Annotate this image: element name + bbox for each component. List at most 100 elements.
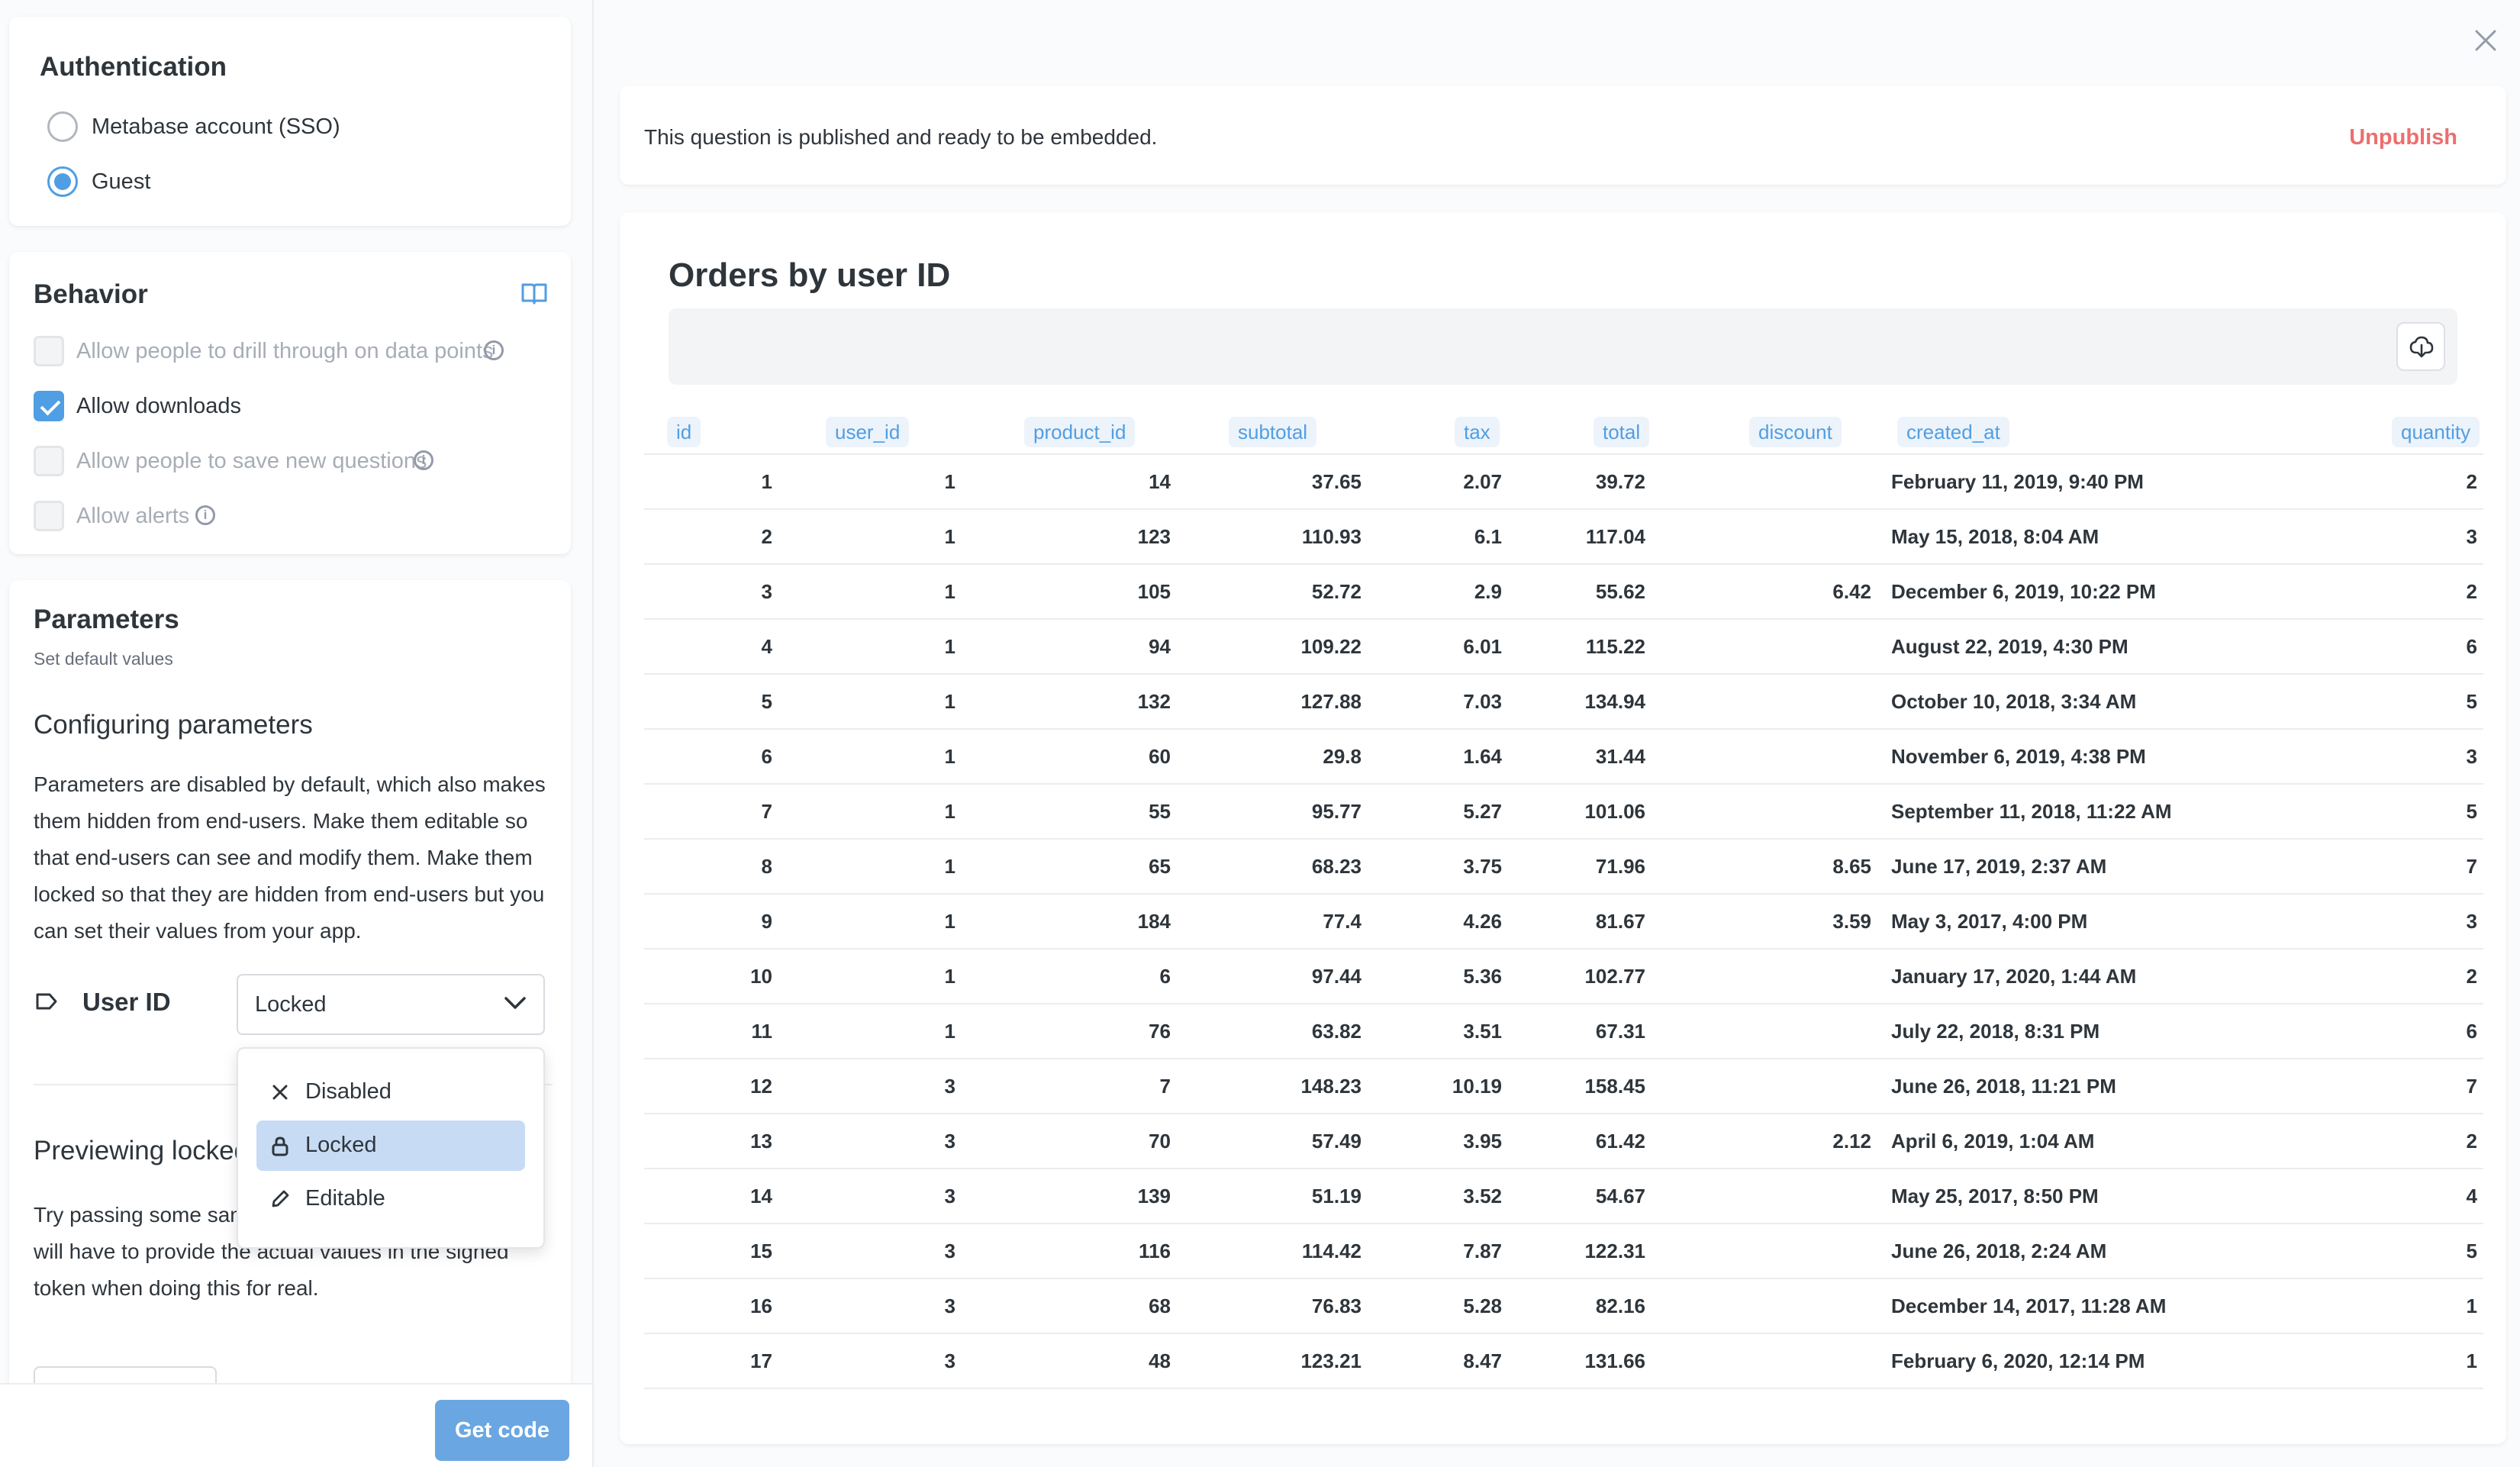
cell-tax[interactable]: 3.95 — [1463, 1130, 1502, 1153]
info-icon[interactable]: i — [484, 340, 504, 360]
cell-product-id[interactable]: 132 — [1137, 690, 1171, 713]
cell-id[interactable]: 3 — [761, 580, 772, 603]
cell-quantity[interactable]: 5 — [2466, 800, 2477, 823]
cell-subtotal[interactable]: 77.4 — [1323, 910, 1362, 933]
cell-quantity[interactable]: 5 — [2466, 690, 2477, 713]
cell-user-id[interactable]: 1 — [944, 635, 955, 658]
cell-created-at[interactable]: July 22, 2018, 8:31 PM — [1891, 1020, 2100, 1043]
cell-product-id[interactable]: 116 — [1139, 1240, 1171, 1262]
cell-user-id[interactable]: 3 — [944, 1185, 955, 1207]
cell-total[interactable]: 131.66 — [1584, 1349, 1645, 1372]
cell-total[interactable]: 134.94 — [1584, 690, 1645, 713]
cell-tax[interactable]: 3.52 — [1463, 1185, 1502, 1207]
cell-total[interactable]: 117.04 — [1585, 525, 1645, 548]
cell-subtotal[interactable]: 123.21 — [1300, 1349, 1362, 1372]
cell-id[interactable]: 9 — [761, 910, 772, 933]
info-icon[interactable]: i — [195, 505, 215, 525]
cell-tax[interactable]: 7.87 — [1463, 1240, 1502, 1262]
cell-created-at[interactable]: May 15, 2018, 8:04 AM — [1891, 525, 2099, 548]
cell-quantity[interactable]: 6 — [2466, 1020, 2477, 1043]
cell-subtotal[interactable]: 114.42 — [1301, 1240, 1362, 1262]
cell-tax[interactable]: 10.19 — [1452, 1075, 1502, 1098]
column-header-tax[interactable]: tax — [1455, 417, 1500, 447]
cell-quantity[interactable]: 5 — [2466, 1240, 2477, 1262]
cell-product-id[interactable]: 60 — [1149, 745, 1171, 768]
cell-total[interactable]: 158.45 — [1584, 1075, 1645, 1098]
column-header-product-id[interactable]: product_id — [1024, 417, 1136, 447]
alerts-checkbox[interactable] — [34, 501, 64, 531]
cell-product-id[interactable]: 70 — [1149, 1130, 1171, 1153]
cell-user-id[interactable]: 3 — [944, 1130, 955, 1153]
cell-total[interactable]: 31.44 — [1595, 745, 1645, 768]
cell-user-id[interactable]: 3 — [944, 1349, 955, 1372]
cell-tax[interactable]: 6.1 — [1474, 525, 1502, 548]
dropdown-option-locked[interactable]: Locked — [256, 1120, 525, 1171]
cell-tax[interactable]: 2.07 — [1463, 470, 1502, 493]
cell-created-at[interactable]: September 11, 2018, 11:22 AM — [1891, 800, 2172, 823]
cell-created-at[interactable]: December 14, 2017, 11:28 AM — [1891, 1295, 2167, 1317]
cell-user-id[interactable]: 1 — [944, 580, 955, 603]
downloads-checkbox[interactable] — [34, 391, 64, 421]
cell-subtotal[interactable]: 68.23 — [1311, 855, 1362, 878]
guest-label[interactable]: Guest — [92, 169, 151, 194]
cell-subtotal[interactable]: 37.65 — [1311, 470, 1362, 493]
cell-id[interactable]: 17 — [750, 1349, 772, 1372]
cell-id[interactable]: 11 — [751, 1020, 773, 1043]
sso-radio[interactable] — [47, 111, 78, 142]
cell-quantity[interactable]: 1 — [2466, 1295, 2477, 1317]
cell-product-id[interactable]: 94 — [1149, 635, 1171, 658]
guest-radio[interactable] — [47, 166, 78, 197]
cell-discount[interactable]: 6.42 — [1832, 580, 1871, 603]
save-questions-checkbox[interactable] — [34, 446, 64, 476]
cell-id[interactable]: 13 — [750, 1130, 772, 1153]
cell-user-id[interactable]: 1 — [944, 855, 955, 878]
alerts-label[interactable]: Allow alerts — [76, 504, 190, 528]
cell-product-id[interactable]: 123 — [1137, 525, 1171, 548]
cell-id[interactable]: 1 — [761, 470, 772, 493]
cell-user-id[interactable]: 1 — [944, 965, 955, 988]
cell-user-id[interactable]: 3 — [944, 1240, 955, 1262]
get-code-button[interactable]: Get code — [435, 1400, 569, 1461]
cell-subtotal[interactable]: 63.82 — [1311, 1020, 1362, 1043]
cell-tax[interactable]: 7.03 — [1463, 690, 1502, 713]
cell-id[interactable]: 7 — [761, 800, 772, 823]
cell-discount[interactable]: 8.65 — [1832, 855, 1871, 878]
cell-tax[interactable]: 3.51 — [1463, 1020, 1502, 1043]
cell-subtotal[interactable]: 29.8 — [1323, 745, 1362, 768]
cell-created-at[interactable]: November 6, 2019, 4:38 PM — [1891, 745, 2146, 768]
cell-created-at[interactable]: May 25, 2017, 8:50 PM — [1891, 1185, 2099, 1207]
cell-id[interactable]: 2 — [761, 525, 772, 548]
cell-product-id[interactable]: 6 — [1159, 965, 1171, 988]
cell-user-id[interactable]: 1 — [944, 470, 955, 493]
download-button[interactable] — [2396, 322, 2445, 371]
cell-quantity[interactable]: 3 — [2466, 525, 2477, 548]
cell-user-id[interactable]: 3 — [944, 1295, 955, 1317]
column-header-id[interactable]: id — [667, 417, 701, 447]
cell-total[interactable]: 67.31 — [1595, 1020, 1645, 1043]
cell-user-id[interactable]: 1 — [944, 1020, 955, 1043]
cell-tax[interactable]: 2.9 — [1474, 580, 1502, 603]
cell-product-id[interactable]: 184 — [1137, 910, 1171, 933]
cell-total[interactable]: 101.06 — [1584, 800, 1645, 823]
cell-product-id[interactable]: 48 — [1149, 1349, 1171, 1372]
cell-quantity[interactable]: 2 — [2466, 470, 2477, 493]
cell-created-at[interactable]: December 6, 2019, 10:22 PM — [1891, 580, 2156, 603]
cell-quantity[interactable]: 7 — [2466, 1075, 2477, 1098]
drill-through-label[interactable]: Allow people to drill through on data po… — [76, 339, 494, 363]
cell-tax[interactable]: 8.47 — [1463, 1349, 1502, 1372]
cell-quantity[interactable]: 3 — [2466, 745, 2477, 768]
save-questions-label[interactable]: Allow people to save new questions — [76, 449, 427, 473]
cell-subtotal[interactable]: 109.22 — [1300, 635, 1362, 658]
cell-product-id[interactable]: 105 — [1137, 580, 1171, 603]
cell-user-id[interactable]: 1 — [944, 800, 955, 823]
cell-id[interactable]: 14 — [750, 1185, 772, 1207]
cell-total[interactable]: 54.67 — [1595, 1185, 1645, 1207]
cell-product-id[interactable]: 76 — [1149, 1020, 1171, 1043]
cell-subtotal[interactable]: 52.72 — [1311, 580, 1362, 603]
cell-total[interactable]: 115.22 — [1585, 635, 1645, 658]
column-header-user-id[interactable]: user_id — [826, 417, 910, 447]
cell-discount[interactable]: 2.12 — [1832, 1130, 1871, 1153]
column-header-subtotal[interactable]: subtotal — [1229, 417, 1317, 447]
cell-id[interactable]: 12 — [750, 1075, 772, 1098]
cell-subtotal[interactable]: 97.44 — [1311, 965, 1362, 988]
